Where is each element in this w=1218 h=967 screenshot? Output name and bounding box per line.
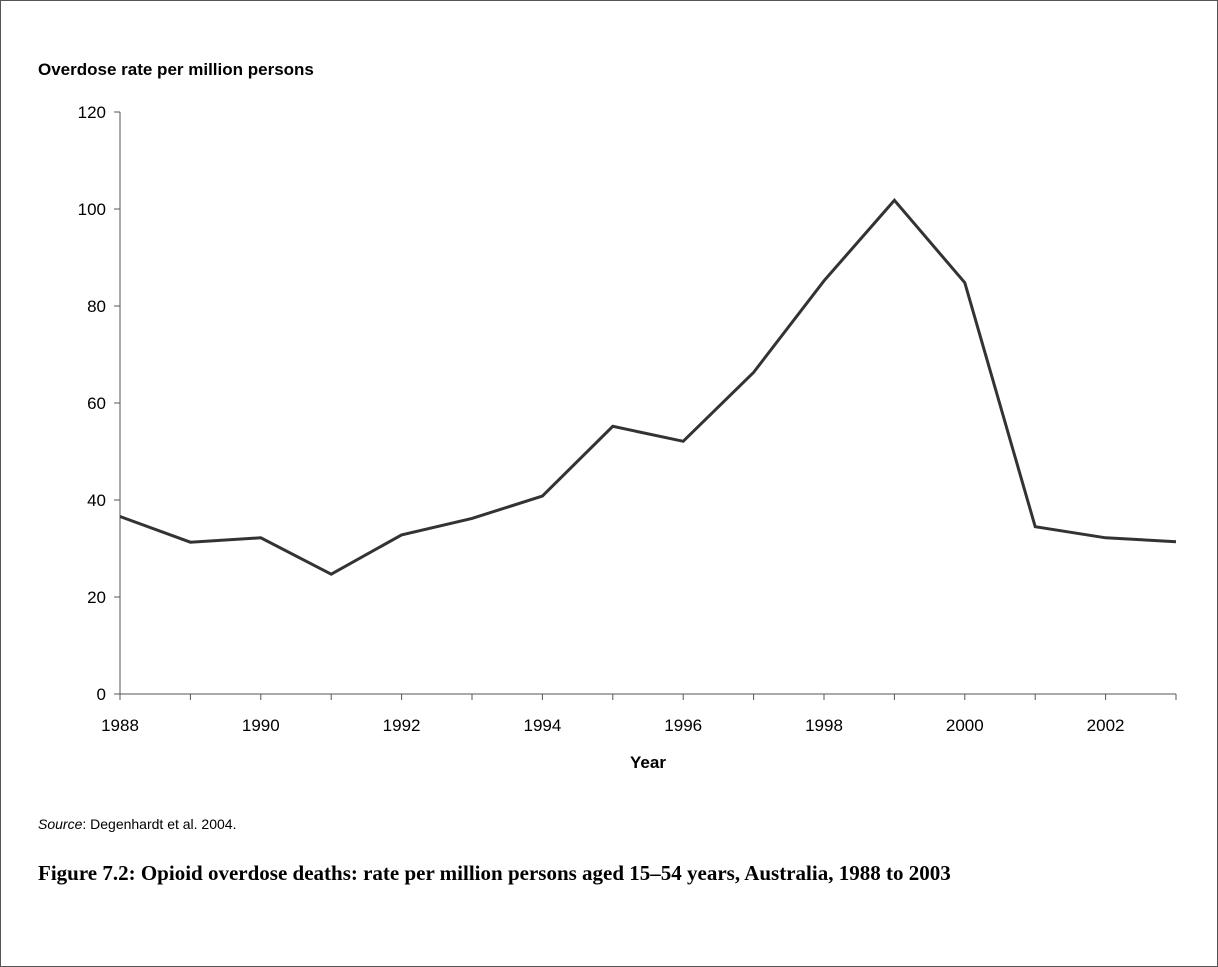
x-tick-label: 1994 — [523, 716, 561, 735]
source-note: Source: Degenhardt et al. 2004. — [38, 816, 236, 832]
source-text: : Degenhardt et al. 2004. — [82, 816, 237, 832]
y-tick-label: 20 — [87, 588, 106, 607]
source-label: Source — [38, 816, 83, 832]
y-tick-label: 80 — [87, 297, 106, 316]
chart-series — [119, 198, 1177, 576]
x-tick-label: 2002 — [1087, 716, 1125, 735]
figure-caption: Figure 7.2: Opioid overdose deaths: rate… — [38, 861, 951, 885]
y-tick-label: 120 — [78, 103, 106, 122]
x-tick-label: 1988 — [101, 716, 139, 735]
x-tick-label: 1990 — [242, 716, 280, 735]
x-tick-label: 1992 — [383, 716, 421, 735]
x-tick-label: 1998 — [805, 716, 843, 735]
y-tick-label: 40 — [87, 491, 106, 510]
x-tick-label: 2000 — [946, 716, 984, 735]
chart-axes: 0 20 40 60 80 100 120 1988 1990 1992 1994 1996 1998 2… — [78, 103, 1177, 735]
y-axis-label: Overdose rate per million persons — [38, 60, 314, 79]
x-axis-label: Year — [630, 753, 666, 772]
x-tick-label: 1996 — [664, 716, 702, 735]
y-tick-label: 0 — [97, 685, 106, 704]
y-tick-label: 60 — [87, 394, 106, 413]
y-tick-label: 100 — [78, 200, 106, 219]
series-line — [119, 198, 1177, 576]
